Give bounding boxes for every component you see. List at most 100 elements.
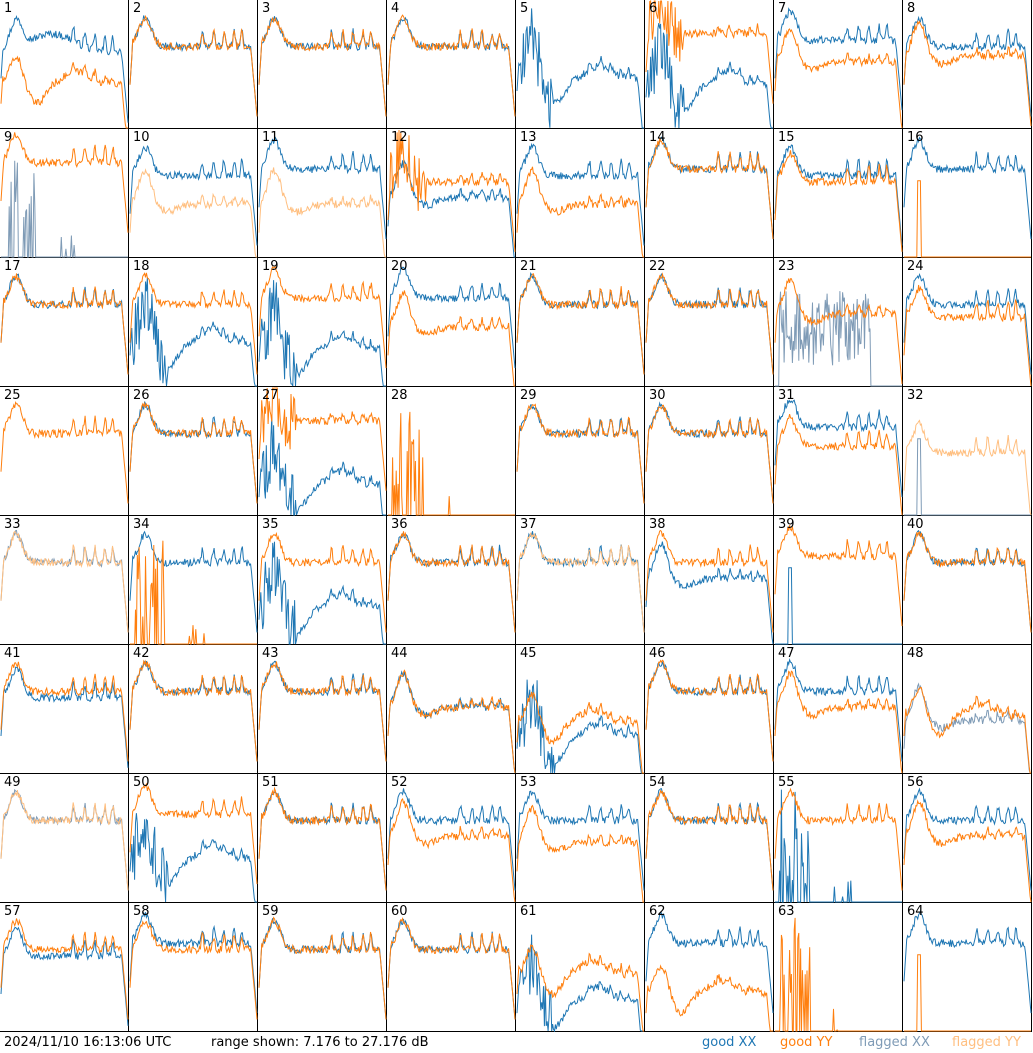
series-yy-line xyxy=(387,669,516,774)
panel-51: 51 xyxy=(258,774,387,903)
series-yy-line xyxy=(258,167,386,258)
panel-number: 59 xyxy=(262,904,279,919)
panel-plot xyxy=(516,142,645,258)
series-xx-line xyxy=(258,416,386,516)
series-yy-line xyxy=(645,138,774,240)
panel-number: 23 xyxy=(778,259,795,274)
panel-number: 61 xyxy=(520,904,537,919)
panel-plot xyxy=(774,787,903,903)
panel-plot xyxy=(516,403,645,504)
panel-37: 37 xyxy=(516,516,645,645)
legend-flagged-xx: flagged XX xyxy=(859,1035,930,1050)
panel-plot xyxy=(129,272,258,387)
panel-28: 28 xyxy=(387,387,516,516)
panel-number: 1 xyxy=(4,1,13,16)
series-xx-line xyxy=(0,666,129,768)
panel-60: 60 xyxy=(387,903,516,1032)
panel-number: 58 xyxy=(133,904,150,919)
panel-plot xyxy=(258,786,387,891)
panel-30: 30 xyxy=(645,387,774,516)
panel-number: 17 xyxy=(4,259,21,274)
panel-plot xyxy=(645,401,774,504)
panel-plot xyxy=(129,14,258,117)
series-xx-line xyxy=(775,789,902,903)
panel-number: 25 xyxy=(4,388,21,403)
series-yy-line xyxy=(388,411,515,516)
series-yy-line xyxy=(774,670,903,774)
series-xx-line xyxy=(903,15,1032,117)
series-xx-line xyxy=(903,682,1031,774)
series-yy-line xyxy=(645,404,774,504)
panel-plot xyxy=(129,659,258,762)
panel-number: 42 xyxy=(133,646,150,661)
series-yy-line xyxy=(129,782,258,885)
series-yy-line xyxy=(775,917,902,1032)
series-xx-line xyxy=(645,136,774,240)
panel-7: 7 xyxy=(774,0,903,129)
panel-56: 56 xyxy=(903,774,1032,903)
series-xx-line xyxy=(129,813,257,903)
panel-35: 35 xyxy=(258,516,387,645)
panel-number: 45 xyxy=(520,646,537,661)
panel-number: 14 xyxy=(649,130,666,145)
series-xx-line xyxy=(129,530,258,633)
series-yy-line xyxy=(0,661,129,762)
panel-52: 52 xyxy=(387,774,516,903)
panel-plot xyxy=(516,8,644,129)
panel-number: 27 xyxy=(262,388,279,403)
panel-number: 53 xyxy=(520,775,537,790)
panel-plot xyxy=(0,918,129,1026)
panel-40: 40 xyxy=(903,516,1032,645)
series-yy-line xyxy=(645,529,774,633)
series-yy-line xyxy=(774,150,903,252)
series-yy-line xyxy=(129,272,258,375)
panel-number: 57 xyxy=(4,904,21,919)
series-xx-line xyxy=(645,23,773,129)
panel-plot xyxy=(387,788,516,903)
series-yy-line xyxy=(129,920,258,1020)
series-xx-line xyxy=(903,787,1032,891)
series-xx-line xyxy=(645,401,774,504)
series-xx-line xyxy=(645,660,774,762)
panel-number: 49 xyxy=(4,775,21,790)
panel-number: 15 xyxy=(778,130,795,145)
legend-good-xx: good XX xyxy=(702,1035,757,1050)
series-xx-line xyxy=(1,160,128,258)
panel-number: 52 xyxy=(391,775,408,790)
series-yy-line xyxy=(387,531,516,633)
panel-plot xyxy=(903,419,1032,516)
series-yy-line xyxy=(516,691,644,774)
series-yy-line xyxy=(903,419,1032,516)
series-xx-line xyxy=(904,438,1031,516)
panel-4: 4 xyxy=(387,0,516,129)
panel-plot xyxy=(0,15,129,129)
panel-number: 13 xyxy=(520,130,537,145)
panel-plot xyxy=(774,144,903,252)
series-yy-line xyxy=(904,180,1031,258)
panel-31: 31 xyxy=(774,387,903,516)
panel-number: 20 xyxy=(391,259,408,274)
panel-plot xyxy=(516,531,645,633)
series-xx-line xyxy=(774,657,903,762)
panel-49: 49 xyxy=(0,774,129,903)
panel-16: 16 xyxy=(903,129,1032,258)
panel-plot xyxy=(258,660,387,762)
panel-58: 58 xyxy=(129,903,258,1032)
panel-number: 37 xyxy=(520,517,537,532)
panel-plot xyxy=(645,0,774,129)
panel-number: 40 xyxy=(907,517,924,532)
panel-plot xyxy=(387,531,516,633)
panel-63: 63 xyxy=(774,903,903,1032)
panel-34: 34 xyxy=(129,516,258,645)
series-xx-line xyxy=(0,926,129,1026)
series-xx-line xyxy=(129,144,258,246)
series-xx-line xyxy=(387,265,516,369)
series-yy-line xyxy=(387,917,516,1020)
series-yy-line xyxy=(516,166,644,258)
panel-number: 33 xyxy=(4,517,21,532)
series-yy-line xyxy=(774,413,903,516)
panel-number: 31 xyxy=(778,388,795,403)
panel-number: 5 xyxy=(520,1,529,16)
series-yy-line xyxy=(774,787,903,891)
panel-10: 10 xyxy=(129,129,258,258)
